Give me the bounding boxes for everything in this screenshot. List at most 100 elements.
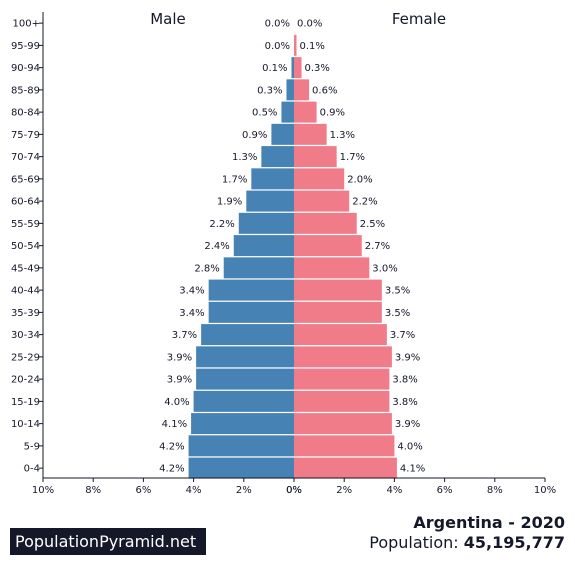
value-label-female-50-54: 2.7% (365, 241, 390, 252)
bar-female-90-94 (294, 57, 302, 79)
bar-male-5-9 (188, 435, 294, 457)
value-label-male-50-54: 2.4% (204, 241, 229, 252)
value-label-male-75-79: 0.9% (242, 130, 267, 141)
age-tick-label-90-94: 90-94 (11, 63, 40, 74)
value-label-female-75-79: 1.3% (330, 130, 355, 141)
value-label-female-70-74: 1.7% (340, 152, 365, 163)
value-label-male-60-64: 1.9% (217, 197, 242, 208)
age-tick-label-60-64: 60-64 (11, 197, 40, 208)
age-tick-label-75-79: 75-79 (11, 130, 40, 141)
x-tick-label-right: 8% (487, 485, 503, 496)
x-tick-label-left: 4% (186, 485, 202, 496)
age-tick-label-80-84: 80-84 (11, 108, 40, 119)
bar-male-50-54 (233, 235, 294, 257)
value-label-male-0-4: 4.2% (159, 464, 184, 475)
value-label-male-55-59: 2.2% (209, 219, 234, 230)
bar-female-80-84 (294, 101, 317, 123)
value-labels-group: 0.0% 0.0% 0.0% 0.1% 0.1% 0.3% 0.3% 0.6% 0.5% 0.9%… (159, 19, 425, 475)
bar-female-0-4 (294, 457, 397, 479)
bar-male-60-64 (246, 190, 294, 212)
bar-male-20-24 (196, 368, 294, 390)
value-label-female-55-59: 2.5% (360, 219, 385, 230)
age-tick-label-40-44: 40-44 (11, 286, 40, 297)
series-label-male: Male (150, 10, 186, 28)
value-label-female-25-29: 3.9% (395, 352, 420, 363)
bar-male-45-49 (223, 257, 294, 279)
bar-male-90-94 (291, 57, 294, 79)
value-label-female-40-44: 3.5% (385, 286, 410, 297)
value-label-male-70-74: 1.3% (232, 152, 257, 163)
bar-male-70-74 (261, 146, 294, 168)
bar-female-50-54 (294, 235, 362, 257)
bar-male-0-4 (188, 457, 294, 479)
age-tick-label-45-49: 45-49 (11, 263, 40, 274)
value-label-female-80-84: 0.9% (320, 108, 345, 119)
value-label-female-100+: 0.0% (297, 19, 322, 30)
value-label-male-15-19: 4.0% (164, 397, 189, 408)
bar-male-10-14 (191, 413, 294, 435)
value-label-female-35-39: 3.5% (385, 308, 410, 319)
bar-male-30-34 (201, 324, 294, 346)
bar-male-35-39 (208, 301, 294, 323)
age-tick-label-50-54: 50-54 (11, 241, 40, 252)
value-label-male-85-89: 0.3% (257, 85, 282, 96)
x-tick-label-right: 0% (286, 485, 302, 496)
bar-female-25-29 (294, 346, 392, 368)
value-label-male-90-94: 0.1% (262, 63, 287, 74)
bar-male-40-44 (208, 279, 294, 301)
value-label-male-45-49: 2.8% (194, 263, 219, 274)
value-label-female-65-69: 2.0% (347, 174, 372, 185)
value-label-female-45-49: 3.0% (372, 263, 397, 274)
value-label-female-15-19: 3.8% (392, 397, 417, 408)
value-label-female-90-94: 0.3% (305, 63, 330, 74)
x-tick-label-left: 0% (286, 485, 302, 496)
bar-female-10-14 (294, 413, 392, 435)
bar-female-95-99 (294, 34, 297, 56)
value-label-male-95-99: 0.0% (265, 41, 290, 52)
bar-female-15-19 (294, 390, 390, 412)
age-tick-label-0-4: 0-4 (24, 464, 40, 475)
bar-female-75-79 (294, 123, 327, 145)
bar-female-20-24 (294, 368, 390, 390)
x-tick-label-right: 2% (336, 485, 352, 496)
value-label-male-65-69: 1.7% (222, 174, 247, 185)
bar-female-60-64 (294, 190, 350, 212)
value-label-male-5-9: 4.2% (159, 441, 184, 452)
bar-female-70-74 (294, 146, 337, 168)
bar-female-40-44 (294, 279, 382, 301)
bar-female-65-69 (294, 168, 345, 190)
site-logo[interactable]: PopulationPyramid.net (10, 528, 206, 555)
value-label-female-95-99: 0.1% (300, 41, 325, 52)
bar-male-55-59 (238, 212, 294, 234)
value-label-male-10-14: 4.1% (162, 419, 187, 430)
bar-female-5-9 (294, 435, 395, 457)
population-pyramid-chart: 0.0% 0.0% 0.0% 0.1% 0.1% 0.3% 0.3% 0.6% 0.5% 0.9%… (11, 10, 556, 496)
age-tick-label-95-99: 95-99 (11, 41, 40, 52)
x-tick-label-right: 4% (386, 485, 402, 496)
series-label-female: Female (392, 10, 446, 28)
population-label: Population: (369, 533, 459, 552)
value-label-male-40-44: 3.4% (179, 286, 204, 297)
age-tick-label-25-29: 25-29 (11, 352, 40, 363)
x-tick-label-right: 10% (534, 485, 556, 496)
age-tick-label-5-9: 5-9 (24, 441, 40, 452)
bar-female-45-49 (294, 257, 370, 279)
age-tick-label-15-19: 15-19 (11, 397, 40, 408)
axes-group: Male Female 100+ 95-99 90-94 85-89 80-84 75-79 7… (11, 10, 556, 496)
country-year-title: Argentina - 2020 (413, 513, 565, 532)
value-label-male-35-39: 3.4% (179, 308, 204, 319)
bar-male-25-29 (196, 346, 294, 368)
value-label-male-30-34: 3.7% (172, 330, 197, 341)
bar-male-80-84 (281, 101, 294, 123)
value-label-male-100+: 0.0% (265, 19, 290, 30)
value-label-female-30-34: 3.7% (390, 330, 415, 341)
bar-female-30-34 (294, 324, 387, 346)
age-tick-label-70-74: 70-74 (11, 152, 40, 163)
value-label-female-85-89: 0.6% (312, 85, 337, 96)
age-tick-label-65-69: 65-69 (11, 174, 40, 185)
age-tick-label-35-39: 35-39 (11, 308, 40, 319)
bar-female-85-89 (294, 79, 310, 101)
bar-male-85-89 (286, 79, 294, 101)
x-tick-label-left: 8% (85, 485, 101, 496)
age-tick-label-85-89: 85-89 (11, 85, 40, 96)
